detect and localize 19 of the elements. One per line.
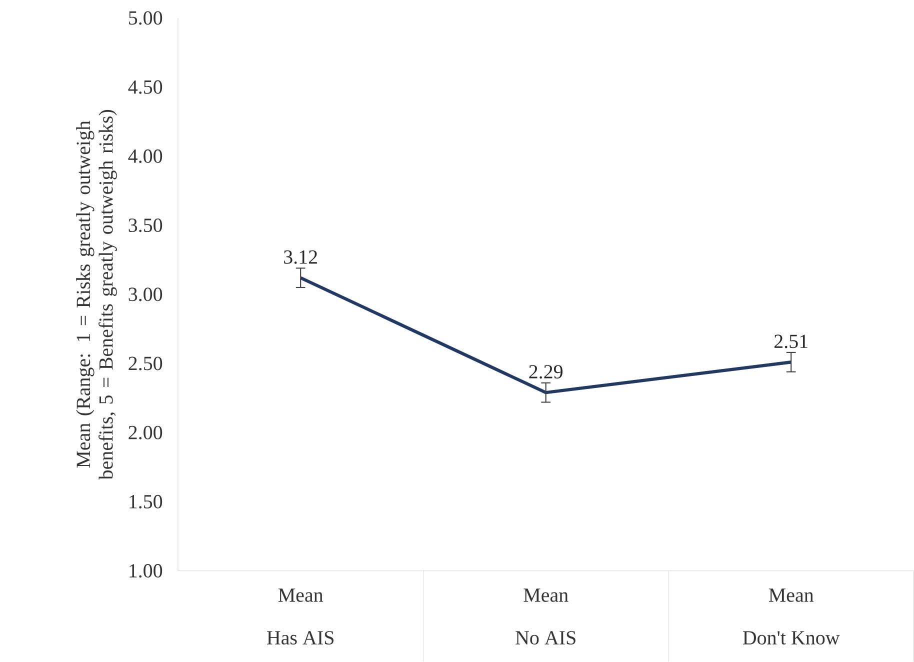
x-tick-label: Don't Know: [742, 631, 840, 644]
y-tick-label: 5.00: [129, 11, 162, 25]
data-label: 2.51: [774, 334, 808, 348]
x-tick-label: No AIS: [516, 631, 576, 644]
y-tick-label: 4.50: [128, 80, 162, 94]
y-tick-label: 1.50: [130, 494, 162, 508]
y-tick-label: 2.00: [128, 426, 162, 440]
y-tick-label: 3.00: [128, 288, 162, 302]
text: Mean: [768, 588, 814, 602]
data-label: 2.29: [529, 365, 563, 379]
y-axis-title: Mean (Range: 1 = Risks greatly outweigh benefits, 5 = Benefits greatly outweigh risks): [76, 110, 117, 480]
y-tick-label: 4.00: [128, 149, 162, 163]
data-label: 3.12: [284, 250, 317, 264]
y-tick-label: 1.00: [130, 564, 162, 578]
y-tick-label: 3.50: [128, 218, 162, 232]
y-tick-label: 2.50: [128, 356, 162, 370]
x-tick-label: Has AIS: [267, 631, 334, 644]
text: Mean: [524, 588, 568, 602]
text: Mean: [278, 588, 324, 602]
